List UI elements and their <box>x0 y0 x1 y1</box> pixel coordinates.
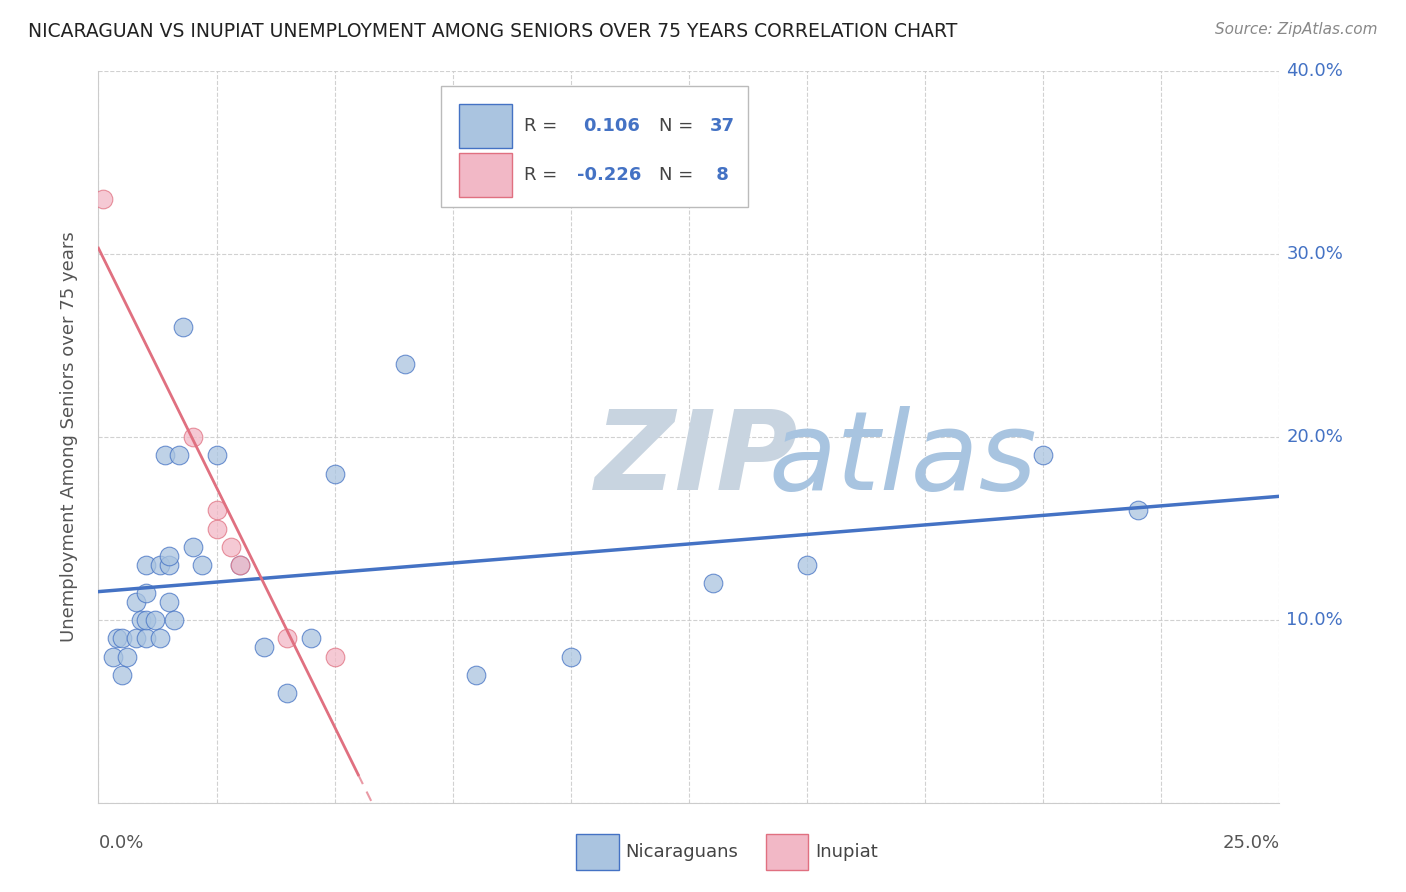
Point <box>299 632 322 646</box>
Point <box>163 613 186 627</box>
Text: N =: N = <box>659 166 699 185</box>
Point <box>105 632 128 646</box>
Point <box>276 686 298 700</box>
Point <box>157 558 180 573</box>
Point <box>205 449 228 463</box>
Point <box>796 558 818 573</box>
Point <box>181 540 204 554</box>
Text: 25.0%: 25.0% <box>1222 834 1279 852</box>
Y-axis label: Unemployment Among Seniors over 75 years: Unemployment Among Seniors over 75 years <box>59 232 77 642</box>
Point <box>111 667 134 681</box>
Text: 10.0%: 10.0% <box>1286 611 1343 629</box>
Text: -0.226: -0.226 <box>576 166 641 185</box>
Point <box>129 613 152 627</box>
Text: 40.0%: 40.0% <box>1286 62 1343 80</box>
Text: 8: 8 <box>710 166 730 185</box>
Point <box>149 632 172 646</box>
Point <box>135 613 157 627</box>
Point <box>465 667 488 681</box>
FancyBboxPatch shape <box>441 86 748 207</box>
Text: atlas: atlas <box>768 406 1036 513</box>
Text: 0.0%: 0.0% <box>98 834 143 852</box>
Point <box>702 576 724 591</box>
Point <box>181 430 204 444</box>
Point <box>135 585 157 599</box>
Point <box>111 632 134 646</box>
Text: 30.0%: 30.0% <box>1286 245 1343 263</box>
Point <box>560 649 582 664</box>
Point <box>191 558 214 573</box>
Point <box>323 649 346 664</box>
Point <box>172 320 194 334</box>
Text: N =: N = <box>659 117 699 136</box>
Point <box>157 594 180 608</box>
Point <box>153 449 176 463</box>
Point <box>115 649 138 664</box>
Point <box>276 632 298 646</box>
Point <box>205 521 228 535</box>
Point <box>1126 503 1149 517</box>
Point <box>253 640 276 655</box>
Point <box>135 632 157 646</box>
Point <box>125 594 148 608</box>
Point <box>219 540 242 554</box>
Text: NICARAGUAN VS INUPIAT UNEMPLOYMENT AMONG SENIORS OVER 75 YEARS CORRELATION CHART: NICARAGUAN VS INUPIAT UNEMPLOYMENT AMONG… <box>28 22 957 41</box>
Text: Inupiat: Inupiat <box>815 843 879 861</box>
Point <box>394 357 416 371</box>
Point <box>229 558 252 573</box>
Point <box>157 549 180 563</box>
Point <box>135 558 157 573</box>
Point <box>205 503 228 517</box>
Point <box>149 558 172 573</box>
FancyBboxPatch shape <box>458 104 512 148</box>
Point <box>143 613 166 627</box>
Point <box>125 632 148 646</box>
Text: Nicaraguans: Nicaraguans <box>626 843 738 861</box>
Point <box>91 192 114 206</box>
Point <box>167 449 190 463</box>
Text: 0.106: 0.106 <box>582 117 640 136</box>
Point <box>101 649 124 664</box>
Text: R =: R = <box>523 117 562 136</box>
Point <box>229 558 252 573</box>
Text: ZIP: ZIP <box>595 406 799 513</box>
Text: 37: 37 <box>710 117 735 136</box>
Text: 20.0%: 20.0% <box>1286 428 1343 446</box>
FancyBboxPatch shape <box>458 153 512 197</box>
Text: Source: ZipAtlas.com: Source: ZipAtlas.com <box>1215 22 1378 37</box>
Point <box>1032 449 1054 463</box>
Text: R =: R = <box>523 166 562 185</box>
Point <box>323 467 346 481</box>
